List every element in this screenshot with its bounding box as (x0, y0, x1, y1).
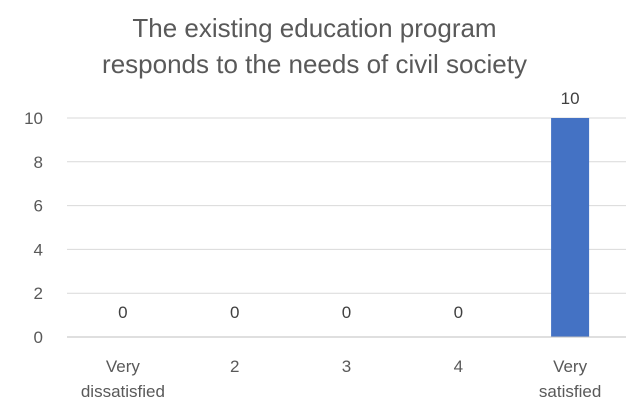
chart-title-line-1: The existing education program (132, 13, 497, 43)
y-tick-label: 0 (34, 328, 43, 347)
x-tick-label-line: 3 (342, 357, 351, 376)
x-tick-label: Very satisfied (539, 357, 601, 401)
x-tick-label: 4 (454, 357, 463, 376)
y-tick-label: 6 (34, 197, 43, 216)
x-tick-label-line: Very (553, 357, 588, 376)
x-tick-label-line: satisfied (539, 382, 601, 401)
bars (551, 118, 590, 337)
y-tick-label: 2 (34, 284, 43, 303)
gridlines (67, 117, 626, 294)
x-tick-label-line: Very (106, 357, 141, 376)
bar (551, 118, 590, 337)
x-tick-label: 2 (230, 357, 239, 376)
data-label: 10 (561, 89, 580, 108)
y-tick-label: 10 (24, 109, 43, 128)
chart-title: The existing education program responds … (0, 10, 629, 82)
data-label: 0 (118, 303, 127, 322)
data-label: 0 (230, 303, 239, 322)
x-tick-label-line: 4 (454, 357, 463, 376)
labels: 0 2 4 6 8 10 0 Very dissatisfied 0 2 0 3 0 4 10 Very sati… (24, 89, 601, 401)
x-tick-label: 3 (342, 357, 351, 376)
x-tick-label-line: 2 (230, 357, 239, 376)
x-tick-label-line: dissatisfied (81, 382, 165, 401)
x-tick-label: Very dissatisfied (81, 357, 165, 401)
data-label: 0 (454, 303, 463, 322)
y-tick-label: 4 (34, 240, 43, 259)
chart-title-line-2: responds to the needs of civil society (102, 49, 527, 79)
y-tick-label: 8 (34, 153, 43, 172)
data-label: 0 (342, 303, 351, 322)
